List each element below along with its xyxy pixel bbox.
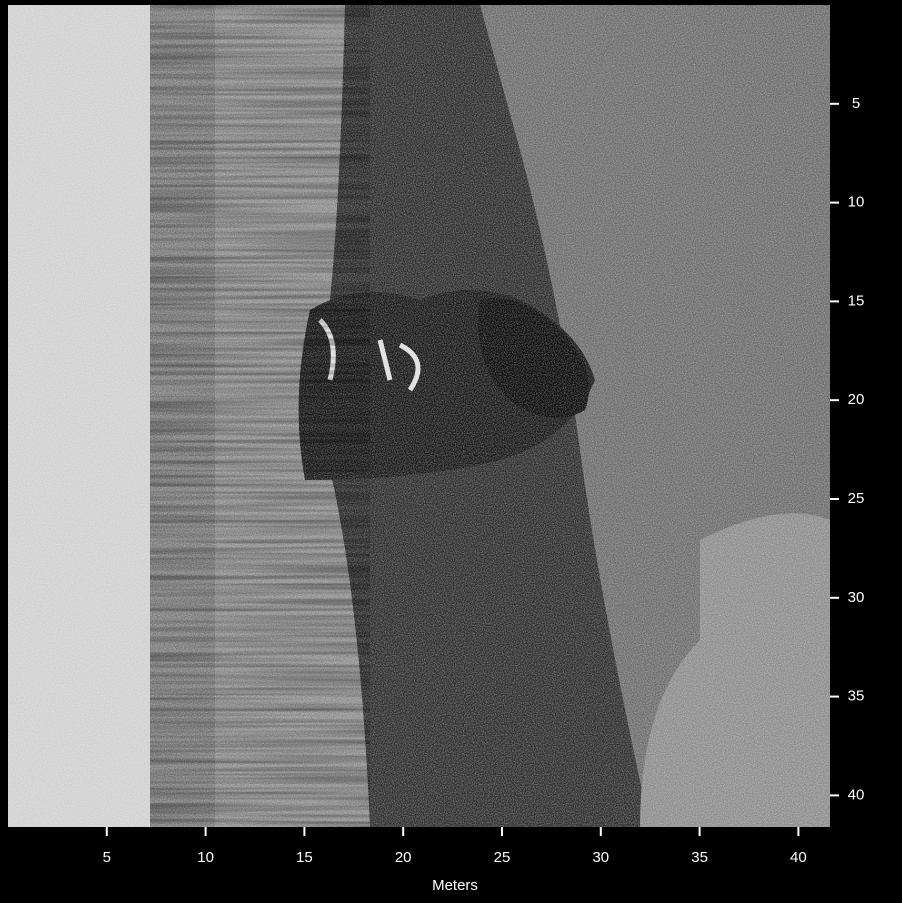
y-tick-label: 10: [848, 194, 865, 211]
page: Meters 510152025303540510152025303540 ((…: [0, 0, 902, 903]
y-tick-label: 25: [848, 490, 865, 507]
y-tick-label: 30: [848, 589, 865, 606]
y-tick-label: 5: [852, 95, 860, 112]
x-axis-label: Meters: [432, 877, 478, 894]
y-tick-label: 40: [848, 786, 865, 803]
x-tick-label: 30: [592, 849, 609, 866]
chart: Meters 5 10 15 20 25 30 35 40 5 10 15 20 25 30 35 40: [0, 0, 902, 903]
x-tick-label: 15: [296, 849, 313, 866]
y-tick-label: 20: [848, 391, 865, 408]
speckle: [8, 5, 830, 827]
x-tick-label: 20: [395, 849, 412, 866]
x-tick-label: 10: [197, 849, 214, 866]
x-tick-label: 25: [494, 849, 511, 866]
streaks: [150, 5, 370, 827]
x-tick-label: 40: [790, 849, 807, 866]
x-tick-label: 5: [103, 849, 111, 866]
y-tick-label: 35: [848, 688, 865, 705]
x-tick-label: 35: [691, 849, 708, 866]
y-tick-label: 15: [848, 292, 865, 309]
sonar-image: [8, 5, 830, 827]
